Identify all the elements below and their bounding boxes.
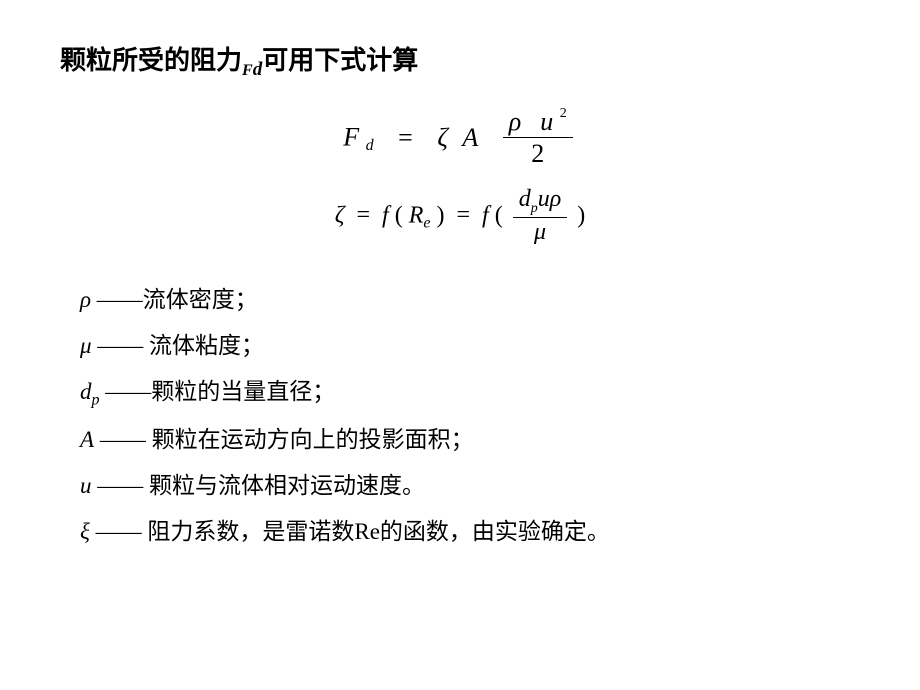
eq2-rho: ρ [550, 186, 562, 212]
eq1-A: A [462, 123, 478, 152]
equation-2: ζ = f ( Re ) = f ( dpuρ μ ) [60, 185, 860, 247]
A-text: —— 颗粒在运动方向上的投影面积； [100, 427, 474, 452]
eq1-den: 2 [503, 138, 573, 169]
A-symbol: A [80, 427, 94, 452]
eq1-fraction: ρ u 2 2 [503, 106, 573, 169]
eq2-p: p [531, 200, 538, 215]
title-symbol-sub: d [253, 59, 263, 80]
eq1-eq: = [398, 123, 413, 152]
title-prefix: 颗粒所受的阻力 [60, 46, 242, 75]
u-symbol: u [80, 473, 92, 498]
title-suffix: 可用下式计算 [262, 46, 418, 75]
xi-text: —— 阻力系数，是雷诺数Re的函数，由实验确定。 [96, 519, 610, 544]
title-line: 颗粒所受的阻力Fd可用下式计算 [60, 40, 860, 81]
eq1-F: F [343, 123, 359, 152]
eq2-eq2: = [456, 202, 470, 228]
def-rho: ρ ——流体密度； [80, 277, 860, 323]
rho-text: ——流体密度； [97, 287, 258, 312]
eq2-rp2: ) [577, 202, 585, 228]
def-A: A —— 颗粒在运动方向上的投影面积； [80, 417, 860, 463]
eq2-zeta: ζ [335, 202, 345, 228]
def-u: u —— 颗粒与流体相对运动速度。 [80, 463, 860, 509]
xi-symbol: ξ [80, 519, 90, 544]
eq2-lp1: ( [395, 202, 403, 228]
mu-text: —— 流体粘度； [97, 333, 264, 358]
dp-d: d [80, 379, 92, 404]
eq2-d: d [519, 186, 531, 212]
eq2-rp1: ) [436, 202, 444, 228]
def-mu: μ —— 流体粘度； [80, 323, 860, 369]
definitions-block: ρ ——流体密度； μ —— 流体粘度； dp ——颗粒的当量直径； A —— … [80, 277, 860, 555]
eq2-eq1: = [356, 202, 370, 228]
eq2-u: u [538, 186, 550, 212]
equation-1: F d = ζ A ρ u 2 2 [60, 106, 860, 169]
def-dp: dp ——颗粒的当量直径； [80, 369, 860, 417]
u-text: —— 颗粒与流体相对运动速度。 [97, 473, 425, 498]
eq2-R: R [409, 202, 424, 228]
eq1-Fsub: d [366, 137, 374, 154]
eq2-fraction: dpuρ μ [513, 185, 568, 247]
dp-text: ——颗粒的当量直径； [105, 379, 335, 404]
mu-symbol: μ [80, 333, 92, 358]
eq2-f1: f [382, 202, 389, 228]
rho-symbol: ρ [80, 287, 91, 312]
eq2-lp2: ( [495, 202, 503, 228]
def-xi: ξ —— 阻力系数，是雷诺数Re的函数，由实验确定。 [80, 509, 860, 555]
eq1-rho: ρ [509, 107, 521, 136]
eq1-exp: 2 [560, 106, 567, 121]
eq2-mu: μ [534, 219, 546, 245]
eq1-zeta: ζ [437, 123, 448, 152]
eq2-f2: f [482, 202, 489, 228]
eq1-u: u [540, 107, 553, 136]
eq2-e: e [423, 214, 430, 231]
dp-p: p [92, 392, 100, 409]
title-symbol: F [242, 62, 253, 79]
